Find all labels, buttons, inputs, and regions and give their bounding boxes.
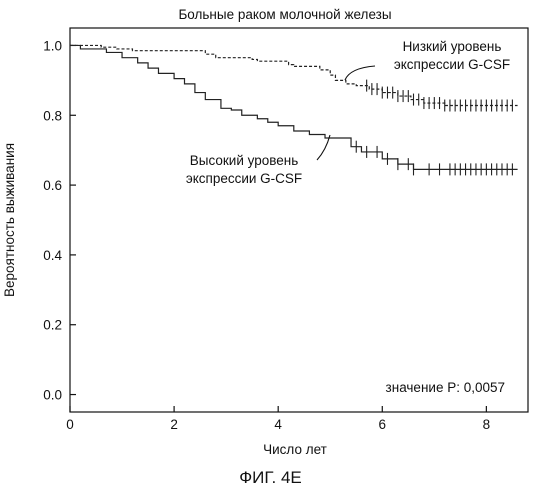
y-tick-label: 0.0	[43, 388, 62, 403]
series-callouts: Низкий уровень экспрессии G-CSF Высокий ур…	[186, 39, 510, 186]
y-tick-label: 0.2	[43, 318, 62, 333]
callout-leader	[317, 135, 330, 160]
y-tick-label: 1.0	[43, 38, 62, 53]
x-axis-label: Число лет	[263, 442, 327, 457]
x-tick-label: 0	[66, 417, 74, 432]
series-label: экспрессии G-CSF	[394, 57, 510, 72]
x-tick-label: 6	[379, 417, 387, 432]
x-tick-label: 4	[274, 417, 282, 432]
series-label: экспрессии G-CSF	[186, 171, 302, 186]
y-tick-label: 0.4	[43, 248, 62, 263]
y-tick-label: 0.8	[43, 108, 62, 123]
y-axis-label: Вероятность выживания	[2, 143, 17, 297]
censor-marks	[356, 80, 512, 176]
axis-ticks: 0 2 4 6 8 0.0 0.2 0.4 0.6 0.8 1.0	[43, 38, 490, 432]
plot-frame	[70, 28, 528, 412]
p-value-annotation: значение P: 0,0057	[386, 380, 505, 395]
series-line-0	[70, 45, 518, 105]
x-tick-label: 2	[170, 417, 178, 432]
series-label: Высокий уровень	[190, 153, 299, 168]
chart-title: Больные раком молочной железы	[178, 7, 391, 22]
y-tick-label: 0.6	[43, 178, 62, 193]
figure-caption: ФИГ. 4E	[0, 468, 541, 488]
callout-leader	[345, 66, 375, 80]
series-label: Низкий уровень	[403, 39, 502, 54]
x-tick-label: 8	[483, 417, 491, 432]
